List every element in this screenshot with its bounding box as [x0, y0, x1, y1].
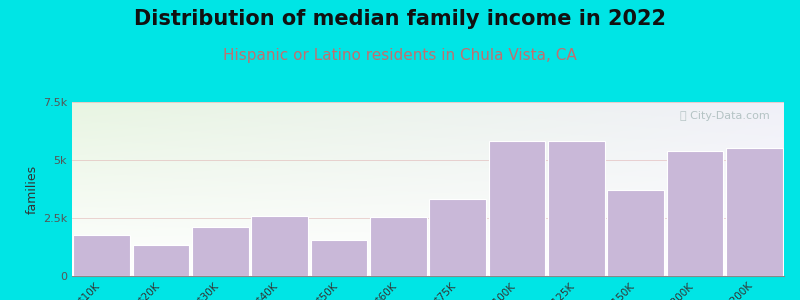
Text: Hispanic or Latino residents in Chula Vista, CA: Hispanic or Latino residents in Chula Vi… — [223, 48, 577, 63]
Bar — [548, 141, 605, 276]
Bar — [430, 200, 486, 276]
Bar — [607, 190, 664, 276]
Text: Distribution of median family income in 2022: Distribution of median family income in … — [134, 9, 666, 29]
Text: ⓘ City-Data.com: ⓘ City-Data.com — [680, 111, 770, 121]
Y-axis label: families: families — [26, 164, 38, 214]
Bar — [489, 141, 545, 276]
Bar — [251, 216, 308, 276]
Bar — [370, 217, 426, 276]
Bar — [667, 151, 723, 276]
Bar — [726, 148, 782, 276]
Bar — [133, 245, 189, 276]
Bar — [74, 236, 130, 276]
Bar — [192, 227, 249, 276]
Bar — [311, 240, 367, 276]
